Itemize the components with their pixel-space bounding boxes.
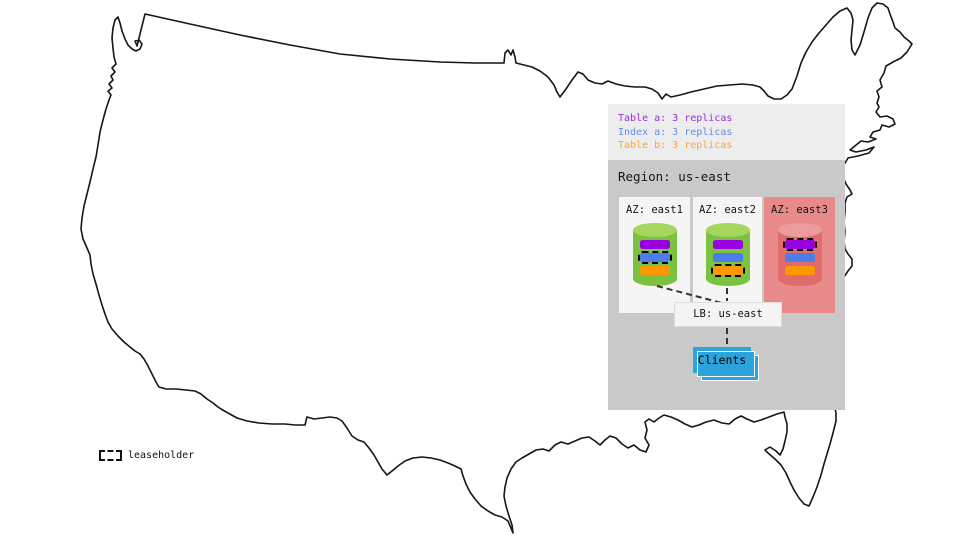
leaseholder-key: leaseholder — [99, 450, 194, 461]
load-balancer-box: LB: us-east — [674, 302, 782, 327]
az-label-east2: AZ: east2 — [699, 204, 756, 216]
replica-table-b — [784, 266, 815, 275]
az-box-east2: AZ: east2 — [693, 197, 762, 313]
replica-index-a — [637, 251, 672, 264]
az-box-east1: AZ: east1 — [619, 197, 690, 313]
az-box-east3: AZ: east3 — [764, 197, 835, 313]
replica-index-a — [784, 253, 815, 262]
database-cylinder-east2 — [705, 223, 750, 286]
cylinder-top — [632, 223, 677, 237]
database-cylinder-east1 — [632, 223, 677, 286]
legend-item-table-b: Table b: 3 replicas — [618, 140, 733, 151]
az-label-east1: AZ: east1 — [626, 204, 683, 216]
replica-legend: Table a: 3 replicas Index a: 3 replicas … — [608, 104, 845, 160]
az-label-east3: AZ: east3 — [771, 204, 828, 216]
database-cylinder-east3 — [777, 223, 822, 286]
replica-table-a — [782, 238, 817, 251]
replica-index-a — [712, 253, 743, 262]
legend-item-index-a: Index a: 3 replicas — [618, 126, 733, 138]
leaseholder-label: leaseholder — [128, 450, 195, 461]
leaseholder-swatch-icon — [99, 450, 122, 461]
us-map-outline — [80, 2, 913, 534]
replica-table-a — [712, 240, 743, 249]
legend-item-table-a: Table a: 3 replicas — [618, 113, 733, 124]
replica-table-b — [710, 264, 745, 277]
replica-table-a — [639, 240, 670, 249]
cylinder-top — [777, 223, 822, 237]
region-title: Region: us-east — [618, 169, 731, 184]
clients-box: Clients — [693, 347, 751, 373]
replica-table-b — [639, 266, 670, 275]
cylinder-top — [705, 223, 750, 237]
region-panel: Region: us-east AZ: east1 AZ: east2 — [608, 160, 845, 410]
